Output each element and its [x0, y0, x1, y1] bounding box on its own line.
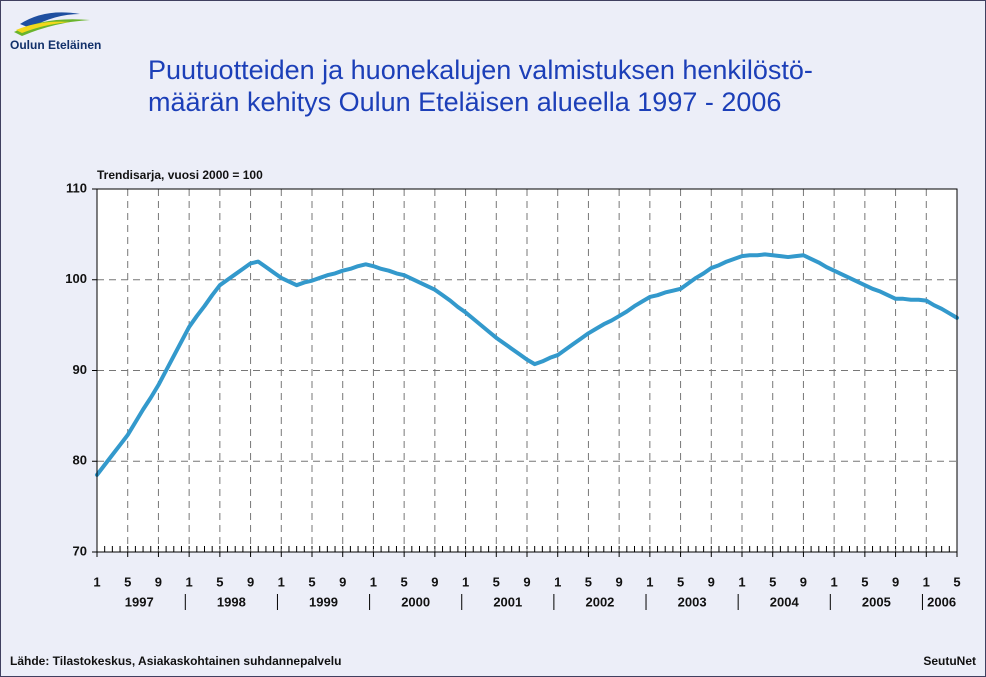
publisher: SeutuNet — [923, 654, 976, 668]
x-tick-label: 1 — [370, 574, 377, 589]
source: Lähde: Tilastokeskus, Asiakaskohtainen s… — [10, 654, 341, 668]
x-tick-label: 9 — [431, 574, 438, 589]
x-tick-label: 5 — [769, 574, 776, 589]
year-label: 1997 — [125, 594, 154, 609]
plot-frame — [96, 188, 958, 553]
logo-swoosh — [16, 21, 70, 33]
x-tick-label: 9 — [708, 574, 715, 589]
y-tick-label: 90 — [73, 362, 87, 377]
x-tick-label: 9 — [800, 574, 807, 589]
x-tick-label: 9 — [892, 574, 899, 589]
x-tick-label: 5 — [124, 574, 131, 589]
x-tick-label: 5 — [861, 574, 868, 589]
x-tick-label: 9 — [523, 574, 530, 589]
x-tick-label: 5 — [216, 574, 223, 589]
x-tick-label: 1 — [93, 574, 100, 589]
year-label: 2002 — [585, 594, 614, 609]
y-tick-label: 70 — [73, 543, 87, 558]
x-tick-label: 1 — [462, 574, 469, 589]
x-tick-label: 1 — [738, 574, 745, 589]
y-tick-label: 80 — [73, 453, 87, 468]
x-tick-label: 5 — [677, 574, 684, 589]
x-tick-label: 1 — [278, 574, 285, 589]
year-label: 2006 — [927, 594, 956, 609]
x-tick-label: 9 — [616, 574, 623, 589]
logo: Oulun Eteläinen — [10, 12, 101, 52]
line-series — [95, 252, 959, 477]
year-label: 2003 — [678, 594, 707, 609]
x-tick-label: 5 — [953, 574, 960, 589]
y-tick-label: 100 — [65, 271, 87, 286]
y-tick-label: 110 — [66, 180, 87, 195]
x-tick-label: 1 — [923, 574, 930, 589]
year-label: 1998 — [217, 594, 246, 609]
x-tick-label: 9 — [155, 574, 162, 589]
x-tick-label: 5 — [493, 574, 500, 589]
x-tick-label: 1 — [646, 574, 653, 589]
logo-text: Oulun Eteläinen — [10, 38, 101, 52]
chart-title: määrän kehitys Oulun Eteläisen alueella … — [148, 87, 781, 117]
subtitle: Trendisarja, vuosi 2000 = 100 — [97, 168, 263, 182]
x-tick-label: 1 — [186, 574, 193, 589]
x-tick-label: 9 — [247, 574, 254, 589]
x-tick-label: 9 — [339, 574, 346, 589]
year-label: 2000 — [401, 594, 430, 609]
chart-title: Puutuotteiden ja huonekalujen valmistuks… — [148, 55, 813, 85]
x-tick-label: 1 — [554, 574, 561, 589]
x-tick-label: 5 — [401, 574, 408, 589]
year-label: 2004 — [770, 594, 800, 609]
x-tick-label: 5 — [308, 574, 315, 589]
x-tick-label: 5 — [585, 574, 592, 589]
year-label: 2001 — [493, 594, 522, 609]
x-tick-label: 1 — [831, 574, 838, 589]
year-label: 2005 — [862, 594, 891, 609]
year-label: 1999 — [309, 594, 338, 609]
